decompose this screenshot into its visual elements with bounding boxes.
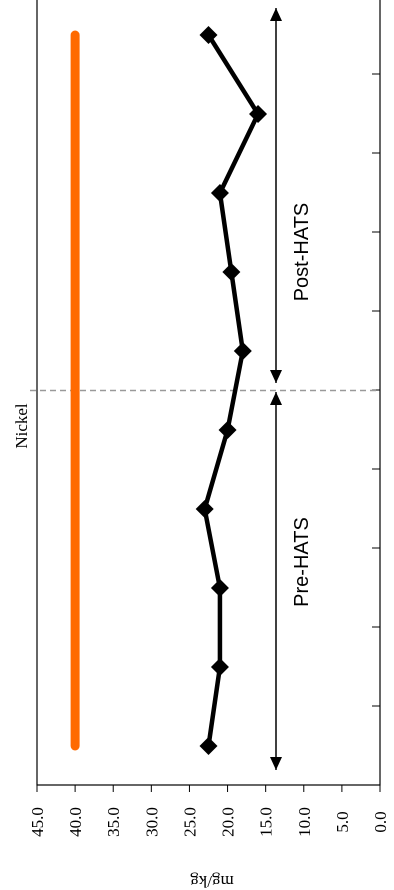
data-point-marker — [222, 263, 241, 281]
data-point-marker — [249, 105, 268, 123]
value-axis-ticks: 0.0 5.0 10.0 15.0 20.0 25.0 30.0 35.0 40.0 45.0 — [28, 785, 390, 837]
period-arrow-head — [270, 8, 282, 21]
data-point-marker — [210, 658, 229, 676]
category-axis-ticks — [372, 73, 380, 707]
period-label: Pre-HATS — [291, 517, 313, 607]
value-tick-label: 40.0 — [66, 807, 85, 837]
value-tick-label: 35.0 — [104, 807, 123, 837]
data-point-marker — [218, 421, 237, 439]
value-tick-label: 15.0 — [257, 807, 276, 837]
value-tick-label: 30.0 — [142, 807, 161, 837]
series-line — [202, 33, 261, 747]
data-point-marker — [210, 184, 229, 202]
y-axis-title: mg/kg — [190, 872, 234, 890]
value-tick-label: 0.0 — [371, 811, 390, 832]
data-point-marker — [199, 737, 218, 755]
period-arrow-head — [270, 370, 282, 383]
plot-frame — [36, 0, 381, 786]
period-label: Post-HATS — [291, 203, 313, 302]
data-point-marker — [195, 500, 214, 518]
value-tick-label: 20.0 — [219, 807, 238, 837]
period-arrows — [270, 8, 282, 770]
value-tick-label: 45.0 — [28, 807, 47, 837]
period-arrow-head — [270, 757, 282, 770]
value-tick-label: 10.0 — [295, 807, 314, 837]
nickel-series — [195, 26, 268, 755]
value-tick-label: 25.0 — [180, 807, 199, 837]
period-arrow-head — [270, 392, 282, 405]
data-point-marker — [233, 342, 252, 360]
chart-labels: Nickel mg/kg Pre-HATS Post-HATS — [12, 203, 313, 890]
data-point-marker — [210, 579, 229, 597]
value-tick-label: 5.0 — [333, 811, 352, 832]
data-point-marker — [199, 26, 218, 44]
chart-title: Nickel — [12, 403, 31, 449]
plot-border — [36, 0, 381, 786]
